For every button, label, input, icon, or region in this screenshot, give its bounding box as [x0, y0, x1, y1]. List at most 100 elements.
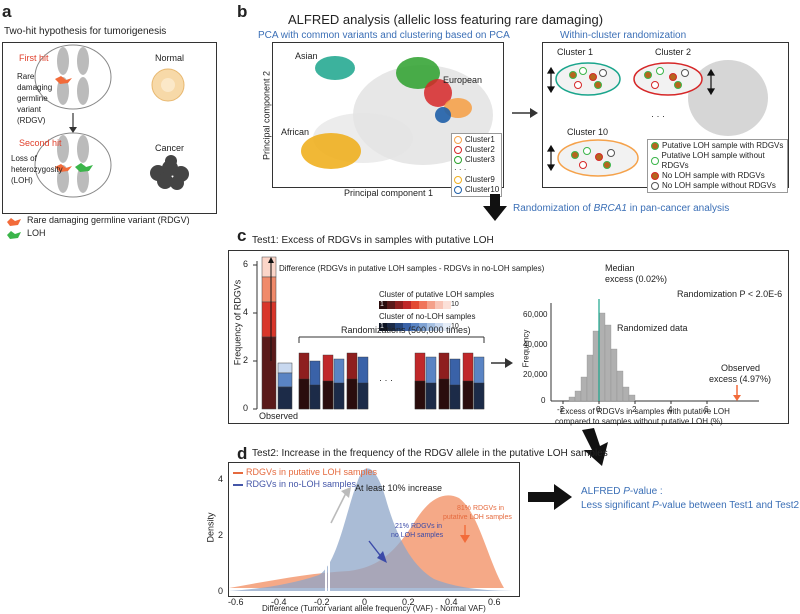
panel-a-label: a — [2, 2, 12, 21]
african-cluster — [301, 133, 361, 169]
cell-outline-second — [34, 132, 112, 198]
cancer-cells — [150, 155, 189, 190]
pca-xlabel: Principal component 1 — [344, 188, 434, 198]
density-xtick-m06: -0.6 — [228, 597, 244, 607]
panel-d-title: Test2: Increase in the frequency of the … — [252, 448, 608, 459]
chromosome-left-top — [57, 47, 69, 75]
first-hit-label: First hit — [19, 53, 49, 63]
second-hit-label: Second hit — [19, 138, 62, 148]
density-noloh-curve — [229, 468, 519, 591]
cancer-label: Cancer — [155, 143, 185, 153]
legend-cluster2: Cluster2 — [465, 145, 495, 154]
density-legend-loh: RDGVs in putative LOH samples — [233, 467, 377, 478]
cluster1-label: Cluster 1 — [557, 47, 594, 57]
hist-ytick-0: 0 — [541, 396, 546, 405]
panel-a-box: First hit Rare damaging germline variant… — [2, 42, 217, 214]
gradient-end-noloh: 10 — [451, 323, 459, 330]
alfred-pvalue-desc: Less significant P-value between Test1 a… — [581, 500, 800, 511]
rdgv-mark-second — [55, 164, 72, 172]
asian-label: Asian — [295, 51, 318, 61]
loh-mark — [75, 163, 93, 172]
normal-label: Normal — [155, 53, 185, 63]
legend-noloh-with: No LOH sample with RDGVs — [662, 171, 765, 180]
noloh-pct-a: 21% RDGVs in — [395, 523, 443, 530]
hist-pvalue: Randomization P < 2.0E-6 — [677, 289, 783, 299]
african-label: African — [281, 127, 310, 137]
legend-cluster9: Cluster9 — [465, 175, 495, 184]
legend-noloh-clusters: Cluster of no-LOH samples — [379, 312, 476, 321]
hist-ytick-20k: 20,000 — [523, 370, 548, 379]
cell-outline-first — [34, 44, 112, 110]
legend-putative-without: Putative LOH sample without RDGVs — [661, 151, 765, 170]
gradient-loh — [379, 301, 459, 309]
randomization-legend: Putative LOH sample with RDGVs Putative … — [647, 139, 788, 193]
panel-c-label: c — [237, 226, 247, 245]
legend-rdgv: Rare damaging germline variant (RDGV) — [6, 215, 190, 226]
density-xtick-m02: -0.2 — [314, 597, 330, 607]
panel-d-label: d — [237, 444, 248, 463]
chromosome-right-top — [77, 47, 89, 75]
hist-ytick-40k: 40,000 — [523, 340, 548, 349]
density-loh-curve — [229, 495, 504, 588]
hist-xtick-6: 6 — [704, 405, 709, 414]
chromosome-right-bottom — [77, 77, 89, 105]
arrow-d-right-icon — [528, 484, 572, 510]
cluster-ellipsis: · · · — [651, 111, 665, 121]
randomization-plot: Cluster 1 Cluster 2 Cluster 10 · · · Put… — [542, 42, 789, 193]
hist-xtick-4: 4 — [668, 405, 673, 414]
pca-ylabel: Principal component 2 — [261, 70, 272, 161]
density-xtick-02: 0.2 — [402, 597, 415, 607]
hist-observed-val: excess (4.97%) — [709, 374, 772, 384]
density-chart — [229, 465, 519, 591]
density-ylabel: Density — [205, 512, 216, 543]
bars-ellipsis: · · · — [379, 375, 393, 385]
down-arrow-c-icon — [582, 428, 608, 466]
loh-pct-b: putative LOH samples — [443, 514, 512, 521]
cluster10-label: Cluster 10 — [567, 127, 609, 137]
legend-cluster1: Cluster1 — [465, 135, 495, 144]
density-xlabel: Difference (Tumor variant allele frequen… — [262, 604, 486, 613]
rdgv-mark-first — [55, 76, 72, 84]
test1-ytick-2: 2 — [243, 355, 249, 365]
alfred-pvalue-title: ALFRED P-value : — [581, 486, 663, 497]
legend-rdgv-text: Rare damaging germline variant (RDGV) — [27, 215, 190, 225]
randomized-bars — [298, 352, 485, 410]
randomizations-label: Randomizations (500,000 times) — [341, 325, 471, 335]
second-hit-desc: Loss of heterozygosity (LOH) — [11, 154, 63, 185]
test1-ytick-0: 0 — [243, 403, 249, 413]
panel-b-label: b — [237, 2, 248, 21]
gradient-start-loh: 1 — [380, 301, 384, 308]
sample-dots-c1 — [569, 67, 607, 89]
panel-c-title: Test1: Excess of RDGVs in samples with p… — [252, 235, 494, 246]
gradient-noloh — [379, 323, 459, 331]
hist-xlabel-1: Excess of RDGVs in samples with putative… — [560, 407, 730, 416]
sample-dots-c2 — [644, 67, 689, 89]
panel-b-title: ALFRED analysis (allelic loss featuring … — [288, 12, 604, 27]
density-xtick-0: 0 — [362, 597, 368, 607]
density-xtick-m04: -0.4 — [271, 597, 287, 607]
test1-ytick-6: 6 — [243, 259, 249, 269]
legend-loh-text: LOH — [27, 228, 46, 238]
test1-ylabel: Frequency of RDGVs — [232, 279, 243, 366]
noloh-pct-b: no LOH samples — [391, 532, 444, 539]
legend-ellipsis: · · · — [454, 165, 467, 174]
loh-pct-a: 81% RDGVs in — [457, 505, 505, 512]
hist-median: Median — [605, 263, 635, 273]
density-xtick-04: 0.4 — [445, 597, 458, 607]
density-legend-noloh: RDGVs in no-LOH samples — [233, 479, 356, 490]
cluster1-ellipse — [555, 62, 621, 96]
two-hit-diagram — [34, 44, 189, 198]
histogram — [550, 299, 759, 404]
legend-cluster10: Cluster10 — [465, 185, 500, 194]
hist-randomized: Randomized data — [617, 323, 688, 333]
sample-dots-c10 — [571, 147, 615, 169]
pca-scatter — [301, 56, 493, 169]
hist-xtick-2: 2 — [632, 405, 637, 414]
randomization-caption: Randomization of BRCA1 in pan-cancer ana… — [513, 203, 730, 214]
asian-cluster — [315, 56, 355, 80]
panel-b-left-subtitle: PCA with common variants and clustering … — [258, 30, 510, 41]
panel-a-title: Two-hit hypothesis for tumorigenesis — [4, 26, 167, 37]
randomization-diagram — [546, 60, 768, 177]
density-plot: RDGVs in putative LOH samples RDGVs in n… — [228, 462, 520, 597]
hist-xtick-m2: -2 — [557, 405, 565, 414]
